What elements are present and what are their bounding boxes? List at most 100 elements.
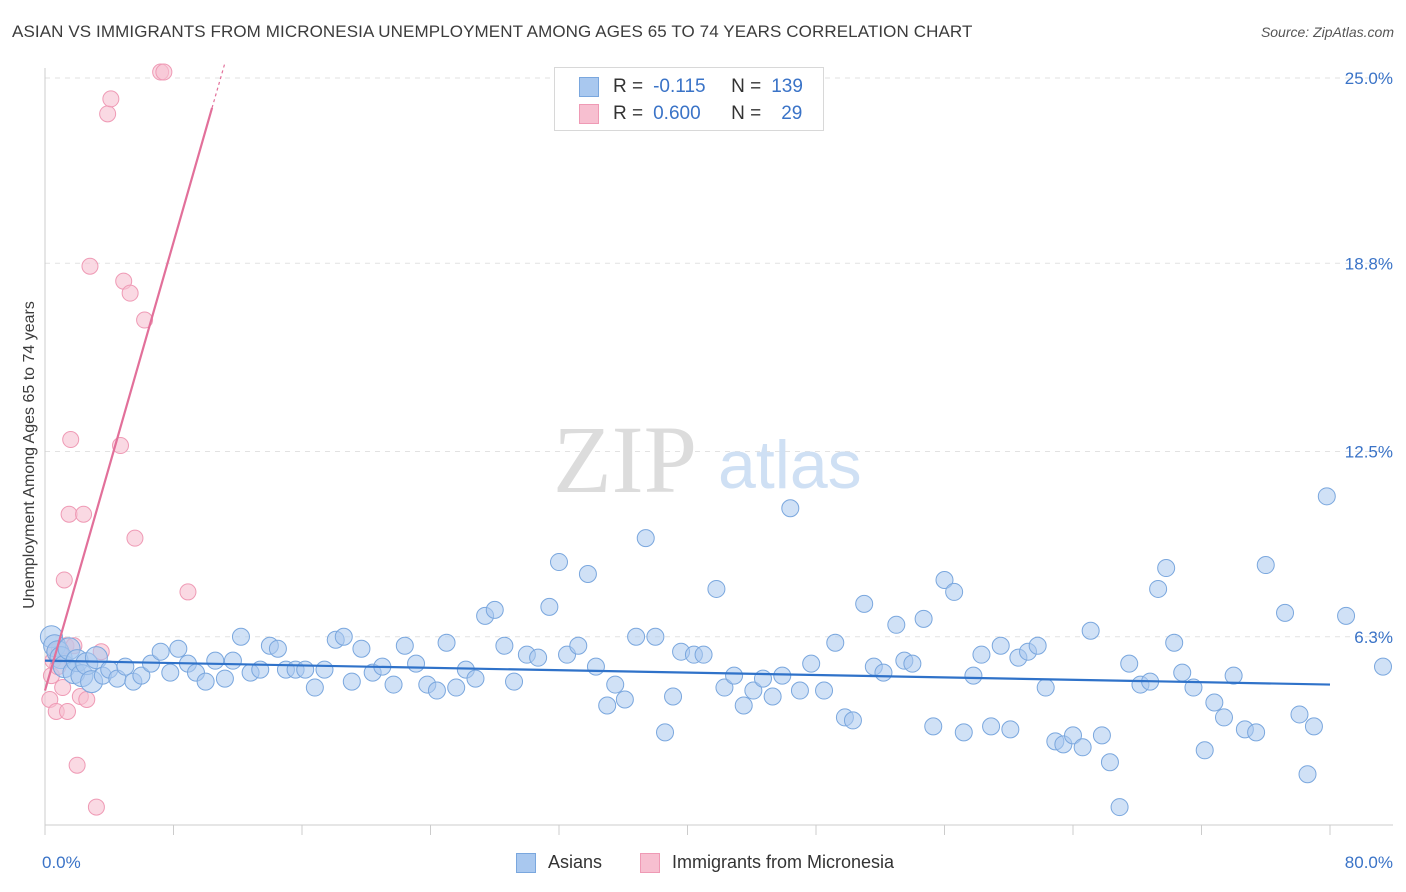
asian-point [725,666,744,685]
asian-point [744,681,763,700]
micronesia-point [78,691,96,709]
asian-point [646,627,665,646]
asian-point [991,636,1010,655]
asian-point [1073,738,1092,757]
asian-point [1092,726,1111,745]
asian-point [945,582,964,601]
asian-point [914,609,933,628]
micronesia-trend-line [43,107,214,691]
asian-point [790,681,809,700]
x-tick-label: 80.0% [1345,853,1393,872]
asian-point [578,565,597,584]
asian-point [664,687,683,706]
asian-point [615,690,634,709]
asian-point [1064,726,1082,745]
source-note: Source: ZipAtlas.com [1260,24,1394,40]
n-label: N = [731,103,762,124]
correlation-legend: R = -0.115 N = 139 R = 0.600 N = 29 [554,67,824,131]
series-legend: Asians Immigrants from Micronesia [0,852,1406,876]
asian-point [1276,603,1295,622]
y-tick-label: 12.5% [1345,443,1393,462]
asian-point [1110,798,1129,817]
micronesia-point [99,105,117,123]
legend-swatch-micronesia [579,104,599,124]
asian-point [707,579,726,598]
asian-point [540,597,559,616]
n-value: 29 [781,103,803,124]
asian-point [1337,606,1356,625]
asian-point [223,651,242,670]
asian-point [1028,636,1047,655]
asian-point [903,654,922,673]
asian-point [1290,705,1309,724]
legend-item-micronesia[interactable]: Immigrants from Micronesia [640,852,894,873]
asian-point [1256,556,1275,575]
r-value: -0.115 [653,76,706,97]
asian-point [1120,654,1139,673]
asian-point [887,615,906,634]
asian-point [606,675,625,694]
asian-point [342,672,361,691]
n-label: N = [731,76,762,97]
micronesia-point [81,257,99,275]
asian-point [352,639,371,658]
legend-row-micronesia: R = 0.600 N = 29 [579,102,802,126]
asian-point [161,663,180,682]
legend-item-asians[interactable]: Asians [516,852,602,873]
micronesia-point [126,529,144,547]
micronesia-point [75,505,93,523]
asian-point [466,669,485,688]
asian-point [569,636,588,655]
asian-point [753,669,772,688]
trend-lines [43,62,1331,691]
asian-point [495,636,514,655]
r-label: R = [613,103,644,124]
asian-point [529,648,548,667]
micronesia-point [62,431,80,449]
asian-point [1214,708,1233,727]
asian-point [694,645,713,664]
micronesia-points [41,63,197,816]
asian-point [935,570,954,589]
asian-point [636,529,655,548]
asian-point [305,678,324,697]
asian-point [1247,723,1266,742]
legend-row-asians: R = -0.115 N = 139 [579,75,803,99]
asian-point [586,657,605,676]
legend-label-micronesia: Immigrants from Micronesia [672,852,895,872]
micronesia-point [54,679,72,697]
chart-title: ASIAN VS IMMIGRANTS FROM MICRONESIA UNEM… [12,22,973,41]
asian-point [550,553,568,572]
asian-point [1036,678,1055,697]
asian-point [169,639,188,658]
asian-point [1205,693,1224,712]
legend-swatch-asians [516,852,536,873]
asian-point [206,651,225,670]
asian-point [395,636,414,655]
asian-point [384,675,403,694]
asian-point [84,646,108,670]
asian-point [268,639,287,658]
asian-point [781,499,800,518]
asian-point [407,654,426,673]
asian-point [231,627,250,646]
watermark: ZIP atlas [553,406,862,513]
micronesia-point [60,505,78,523]
micronesia-point [58,702,76,720]
asian-point [627,627,646,646]
asian-point [1001,720,1020,739]
micronesia-point [68,756,86,774]
y-tick-label: 18.8% [1345,254,1393,273]
watermark-zip: ZIP [553,406,697,513]
asian-point [1081,621,1100,640]
asian-point [1157,559,1176,578]
asian-point [196,672,215,691]
asian-point [1298,765,1317,784]
asian-point [1317,487,1336,506]
asian-point [1195,741,1214,760]
asian-point [598,696,617,715]
micronesia-point [155,63,173,81]
asian-point [763,687,782,706]
asian-point [964,666,983,685]
asian-point [116,657,135,676]
